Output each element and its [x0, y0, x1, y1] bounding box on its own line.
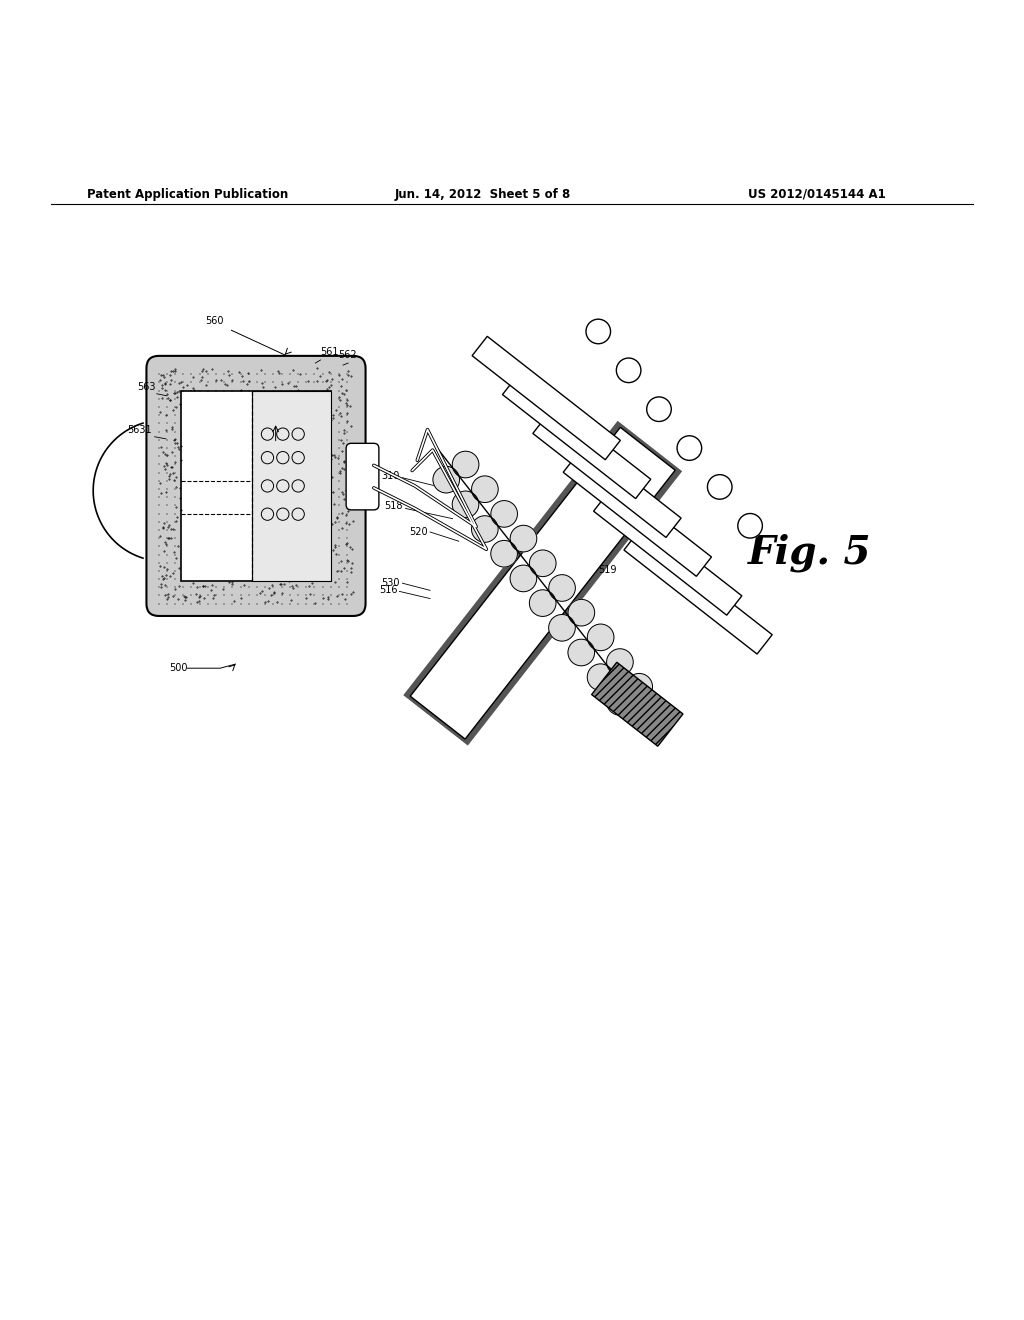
Circle shape: [738, 513, 763, 539]
Polygon shape: [472, 337, 621, 459]
Text: 561: 561: [321, 347, 339, 356]
Circle shape: [616, 358, 641, 383]
Text: Fig. 5: Fig. 5: [748, 533, 871, 572]
Circle shape: [453, 491, 479, 517]
Text: 520: 520: [410, 527, 428, 537]
Circle shape: [549, 615, 575, 642]
FancyBboxPatch shape: [181, 391, 331, 581]
Text: 310: 310: [381, 471, 399, 480]
FancyBboxPatch shape: [146, 356, 366, 616]
Circle shape: [510, 565, 537, 591]
Text: 530: 530: [381, 578, 399, 589]
Circle shape: [490, 540, 517, 568]
Circle shape: [647, 397, 672, 421]
Text: 562: 562: [338, 350, 356, 360]
Circle shape: [587, 664, 613, 690]
Text: 519: 519: [598, 565, 616, 576]
Polygon shape: [563, 453, 712, 577]
Text: Jun. 14, 2012  Sheet 5 of 8: Jun. 14, 2012 Sheet 5 of 8: [394, 187, 570, 201]
Circle shape: [588, 624, 614, 651]
Circle shape: [606, 689, 633, 715]
Polygon shape: [411, 428, 675, 739]
Text: 560: 560: [205, 317, 223, 326]
Text: 511: 511: [582, 544, 600, 554]
Polygon shape: [594, 492, 741, 615]
Circle shape: [490, 500, 517, 527]
Circle shape: [549, 574, 575, 602]
Text: 563: 563: [137, 381, 156, 392]
Circle shape: [433, 466, 460, 492]
Circle shape: [529, 590, 556, 616]
Circle shape: [568, 599, 595, 626]
Text: Patent Application Publication: Patent Application Publication: [87, 187, 289, 201]
Text: 500: 500: [169, 663, 187, 673]
Polygon shape: [592, 663, 683, 746]
Circle shape: [677, 436, 701, 461]
Circle shape: [626, 673, 652, 700]
Text: 5631: 5631: [127, 425, 152, 434]
FancyBboxPatch shape: [252, 391, 331, 581]
Text: 516: 516: [379, 585, 397, 595]
FancyBboxPatch shape: [346, 444, 379, 510]
Text: 565: 565: [309, 421, 328, 430]
Circle shape: [453, 451, 479, 478]
Circle shape: [510, 525, 537, 552]
Circle shape: [708, 475, 732, 499]
Circle shape: [606, 648, 633, 676]
Polygon shape: [403, 421, 682, 746]
Circle shape: [472, 477, 499, 503]
Circle shape: [568, 639, 595, 665]
Polygon shape: [624, 531, 772, 653]
Text: US 2012/0145144 A1: US 2012/0145144 A1: [748, 187, 886, 201]
Polygon shape: [532, 414, 681, 537]
Polygon shape: [503, 375, 651, 499]
Circle shape: [471, 516, 498, 543]
Circle shape: [586, 319, 610, 343]
Text: 518: 518: [384, 502, 402, 511]
Circle shape: [529, 550, 556, 577]
